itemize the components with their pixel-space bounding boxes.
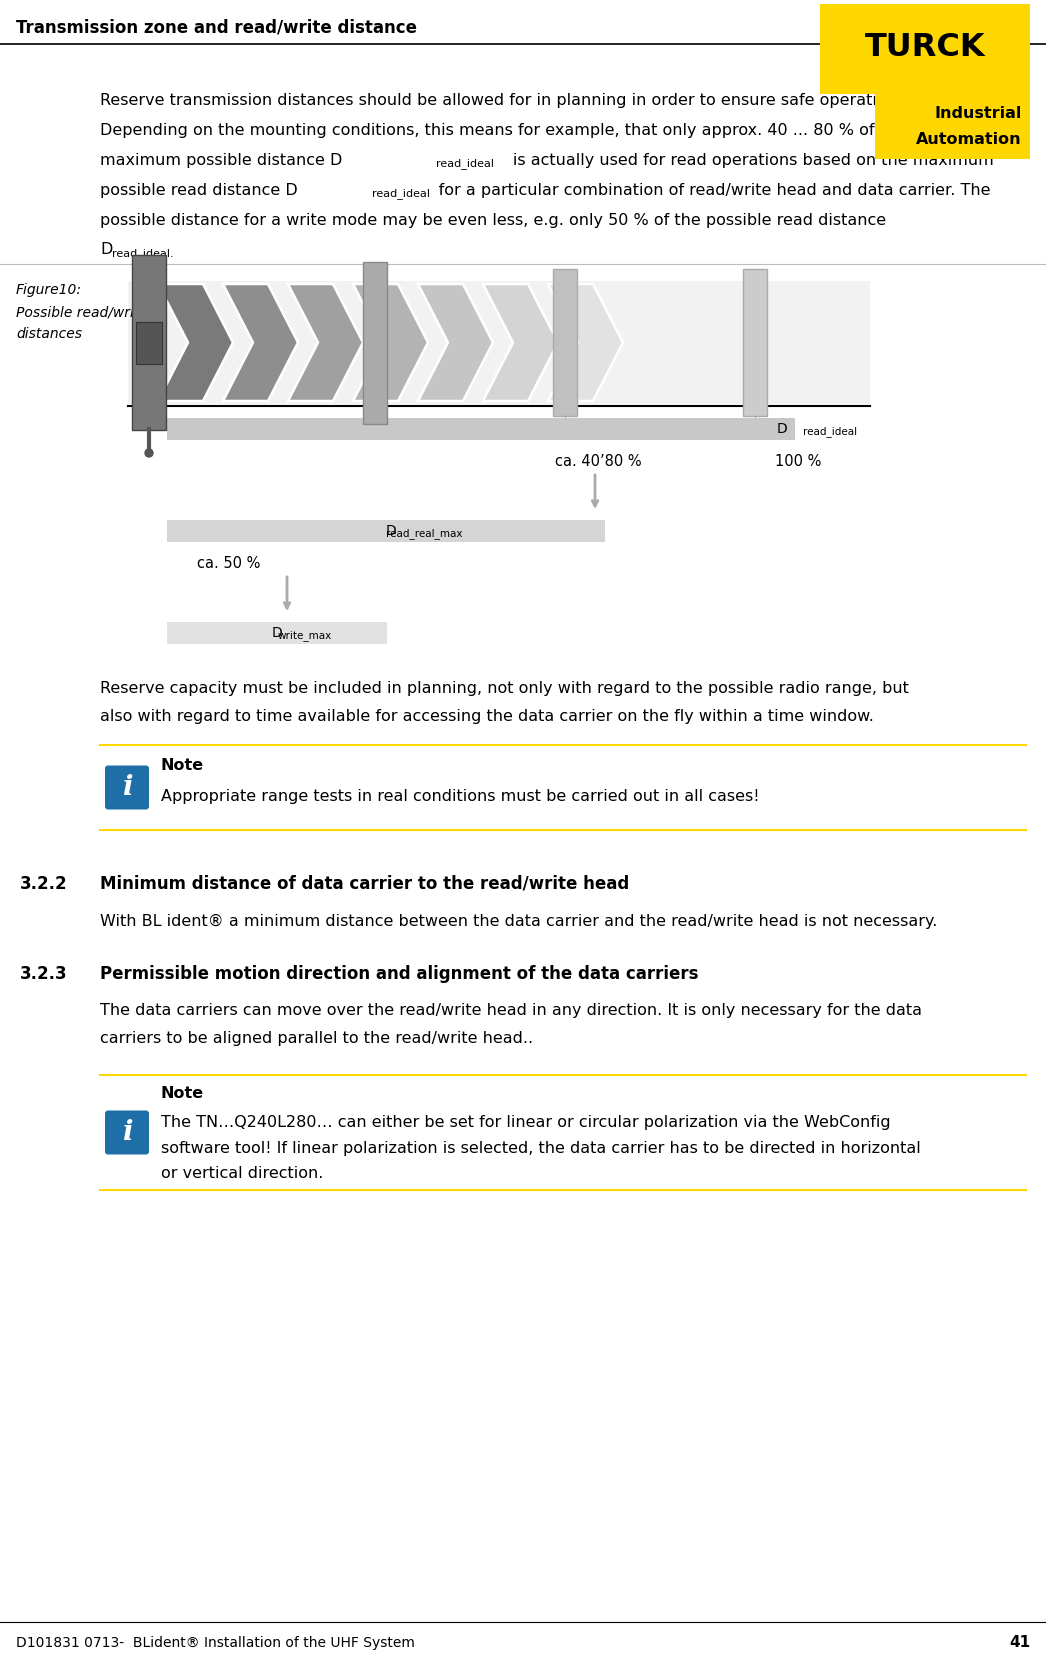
FancyBboxPatch shape — [136, 323, 162, 364]
Text: Transmission zone and read/write distance: Transmission zone and read/write distanc… — [16, 18, 417, 37]
Text: is actually used for read operations based on the maximum: is actually used for read operations bas… — [436, 153, 994, 168]
Text: 41: 41 — [1009, 1634, 1030, 1649]
Text: Note: Note — [161, 759, 204, 774]
FancyBboxPatch shape — [553, 270, 577, 416]
FancyBboxPatch shape — [128, 281, 870, 404]
Polygon shape — [483, 285, 558, 401]
Text: Possible read/write: Possible read/write — [16, 305, 147, 319]
FancyBboxPatch shape — [820, 5, 1030, 95]
Text: 100 %: 100 % — [775, 453, 821, 468]
Polygon shape — [353, 285, 428, 401]
Text: The data carriers can move over the read/write head in any direction. It is only: The data carriers can move over the read… — [100, 1003, 922, 1018]
Text: or vertical direction.: or vertical direction. — [161, 1166, 323, 1181]
FancyBboxPatch shape — [743, 270, 767, 416]
Text: software tool! If linear polarization is selected, the data carrier has to be di: software tool! If linear polarization is… — [161, 1140, 920, 1155]
Text: D: D — [272, 626, 282, 639]
Text: D101831 0713-  BLident® Installation of the UHF System: D101831 0713- BLident® Installation of t… — [16, 1636, 415, 1649]
Text: Minimum distance of data carrier to the read/write head: Minimum distance of data carrier to the … — [100, 875, 630, 892]
Text: ca. 40’80 %: ca. 40’80 % — [555, 453, 641, 468]
Text: maximum possible distance D: maximum possible distance D — [100, 153, 342, 168]
Text: ca. 50 %: ca. 50 % — [197, 556, 260, 571]
FancyBboxPatch shape — [363, 263, 387, 424]
Text: write_max: write_max — [278, 631, 333, 641]
Circle shape — [145, 449, 153, 458]
Polygon shape — [223, 285, 298, 401]
Text: D: D — [776, 421, 787, 436]
FancyBboxPatch shape — [105, 765, 149, 810]
Text: distances: distances — [16, 326, 82, 341]
Text: for a particular combination of read/write head and data carrier. The: for a particular combination of read/wri… — [372, 183, 991, 198]
Text: read_ideal: read_ideal — [372, 188, 430, 200]
FancyBboxPatch shape — [167, 419, 795, 441]
Text: Automation: Automation — [916, 133, 1022, 148]
Text: D: D — [100, 243, 112, 258]
Text: i: i — [121, 774, 132, 800]
Text: possible distance for a write mode may be even less, e.g. only 50 % of the possi: possible distance for a write mode may b… — [100, 213, 886, 228]
Text: Depending on the mounting conditions, this means for example, that only approx. : Depending on the mounting conditions, th… — [100, 123, 906, 138]
Text: 3.2.3: 3.2.3 — [20, 965, 68, 982]
Text: Appropriate range tests in real conditions must be carried out in all cases!: Appropriate range tests in real conditio… — [161, 789, 759, 804]
Text: Reserve transmission distances should be allowed for in planning in order to ens: Reserve transmission distances should be… — [100, 93, 902, 108]
Polygon shape — [418, 285, 493, 401]
Text: Note: Note — [161, 1087, 204, 1102]
FancyBboxPatch shape — [167, 622, 387, 644]
Text: carriers to be aligned parallel to the read/write head..: carriers to be aligned parallel to the r… — [100, 1032, 533, 1047]
Text: With BL ident® a minimum distance between the data carrier and the read/write he: With BL ident® a minimum distance betwee… — [100, 914, 937, 929]
Text: i: i — [121, 1118, 132, 1145]
Text: read_ideal.: read_ideal. — [112, 248, 174, 260]
FancyBboxPatch shape — [132, 256, 166, 431]
Text: D: D — [386, 524, 396, 537]
Polygon shape — [158, 285, 233, 401]
Text: Figure10:: Figure10: — [16, 283, 82, 296]
Text: also with regard to time available for accessing the data carrier on the fly wit: also with regard to time available for a… — [100, 709, 873, 724]
Text: Reserve capacity must be included in planning, not only with regard to the possi: Reserve capacity must be included in pla… — [100, 681, 909, 696]
Text: read_ideal: read_ideal — [436, 158, 494, 170]
Text: TURCK: TURCK — [865, 32, 985, 63]
FancyBboxPatch shape — [167, 521, 605, 542]
Text: possible read distance D: possible read distance D — [100, 183, 298, 198]
Text: 3.2.2: 3.2.2 — [20, 875, 68, 892]
Polygon shape — [288, 285, 363, 401]
Text: read_ideal: read_ideal — [803, 426, 857, 438]
Text: Permissible motion direction and alignment of the data carriers: Permissible motion direction and alignme… — [100, 965, 699, 982]
Text: Industrial: Industrial — [935, 105, 1022, 120]
FancyBboxPatch shape — [105, 1112, 149, 1155]
Text: The TN…Q240L280… can either be set for linear or circular polarization via the W: The TN…Q240L280… can either be set for l… — [161, 1113, 890, 1128]
Polygon shape — [548, 285, 623, 401]
FancyBboxPatch shape — [876, 93, 1030, 160]
Text: read_real_max: read_real_max — [386, 527, 462, 539]
